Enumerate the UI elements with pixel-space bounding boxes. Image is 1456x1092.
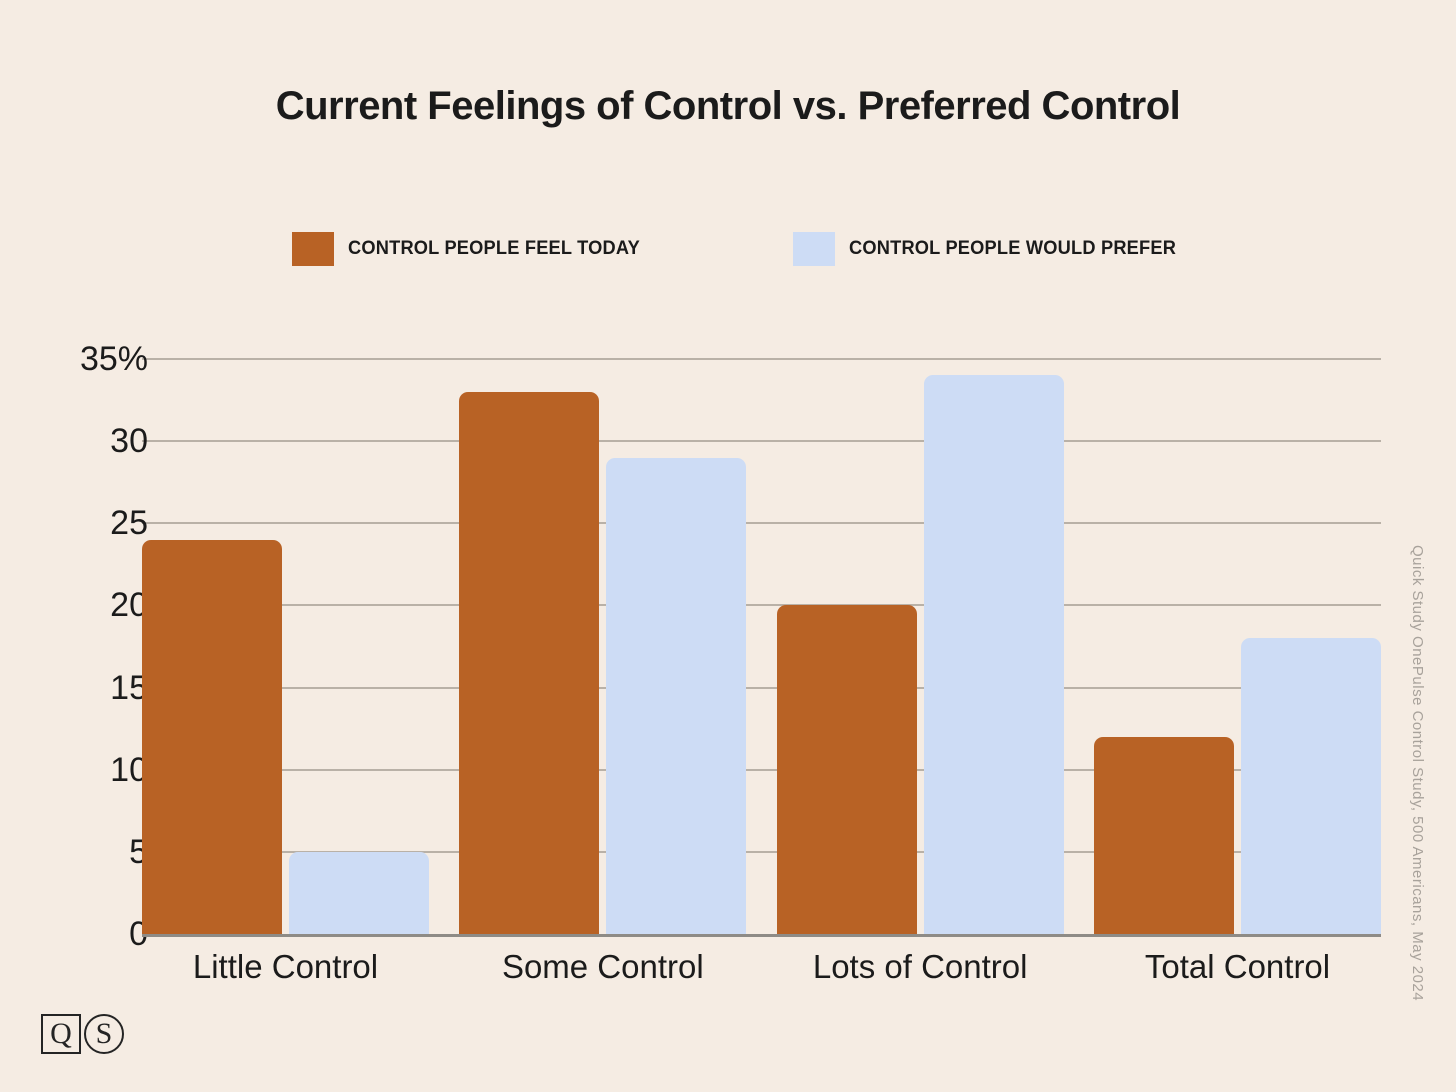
gridline-35 xyxy=(142,358,1381,360)
logo-q-square: Q xyxy=(41,1014,81,1054)
gridline-25 xyxy=(142,522,1381,525)
y-tick-label-5: 5 xyxy=(129,832,148,871)
y-tick-label-20: 20 xyxy=(110,586,148,625)
bar-control-people-feel-today-some-control xyxy=(459,391,600,934)
legend-swatch-feel-today xyxy=(292,232,334,266)
source-note: Quick Study OnePulse Control Study, 500 … xyxy=(1409,545,1426,1002)
quick-study-logo: Q S xyxy=(41,1014,124,1054)
bar-control-people-feel-today-lots-of-control xyxy=(776,605,917,934)
y-tick-label-25: 25 xyxy=(110,504,148,543)
bar-control-people-feel-today-total-control xyxy=(1094,736,1234,934)
bar-control-people-would-prefer-total-control xyxy=(1241,638,1381,934)
bar-control-people-would-prefer-lots-of-control xyxy=(923,375,1064,934)
gridline-10 xyxy=(142,768,1381,771)
bar-control-people-feel-today-little-control xyxy=(142,539,282,934)
gridline-15 xyxy=(142,686,1381,689)
gridline-30 xyxy=(142,440,1381,443)
logo-s-circle: S xyxy=(84,1014,124,1054)
bar-control-people-would-prefer-little-control xyxy=(289,851,429,934)
y-tick-label-30: 30 xyxy=(110,422,148,461)
legend-item-feel-today: CONTROL PEOPLE FEEL TODAY xyxy=(292,231,652,267)
x-axis-baseline xyxy=(142,934,1381,937)
y-tick-label-10: 10 xyxy=(110,750,148,789)
y-tick-label-15: 15 xyxy=(110,668,148,707)
x-category-label-little-control: Little Control xyxy=(192,948,379,985)
x-category-label-lots-of-control: Lots of Control xyxy=(812,948,1028,985)
y-tick-label-0: 0 xyxy=(129,915,148,953)
legend-item-would-prefer: CONTROL PEOPLE WOULD PREFER xyxy=(793,231,1190,267)
bar-control-people-would-prefer-some-control xyxy=(606,457,747,934)
chart-title: Current Feelings of Control vs. Preferre… xyxy=(275,84,1181,128)
legend-label-feel-today: CONTROL PEOPLE FEEL TODAY xyxy=(348,238,640,259)
x-category-label-total-control: Total Control xyxy=(1144,948,1331,985)
y-tick-label-35: 35% xyxy=(79,340,148,378)
legend-label-would-prefer: CONTROL PEOPLE WOULD PREFER xyxy=(849,238,1177,259)
x-category-label-some-control: Some Control xyxy=(501,948,704,985)
gridline-5 xyxy=(142,850,1381,853)
gridline-20 xyxy=(142,604,1381,607)
legend-swatch-would-prefer xyxy=(793,232,835,266)
